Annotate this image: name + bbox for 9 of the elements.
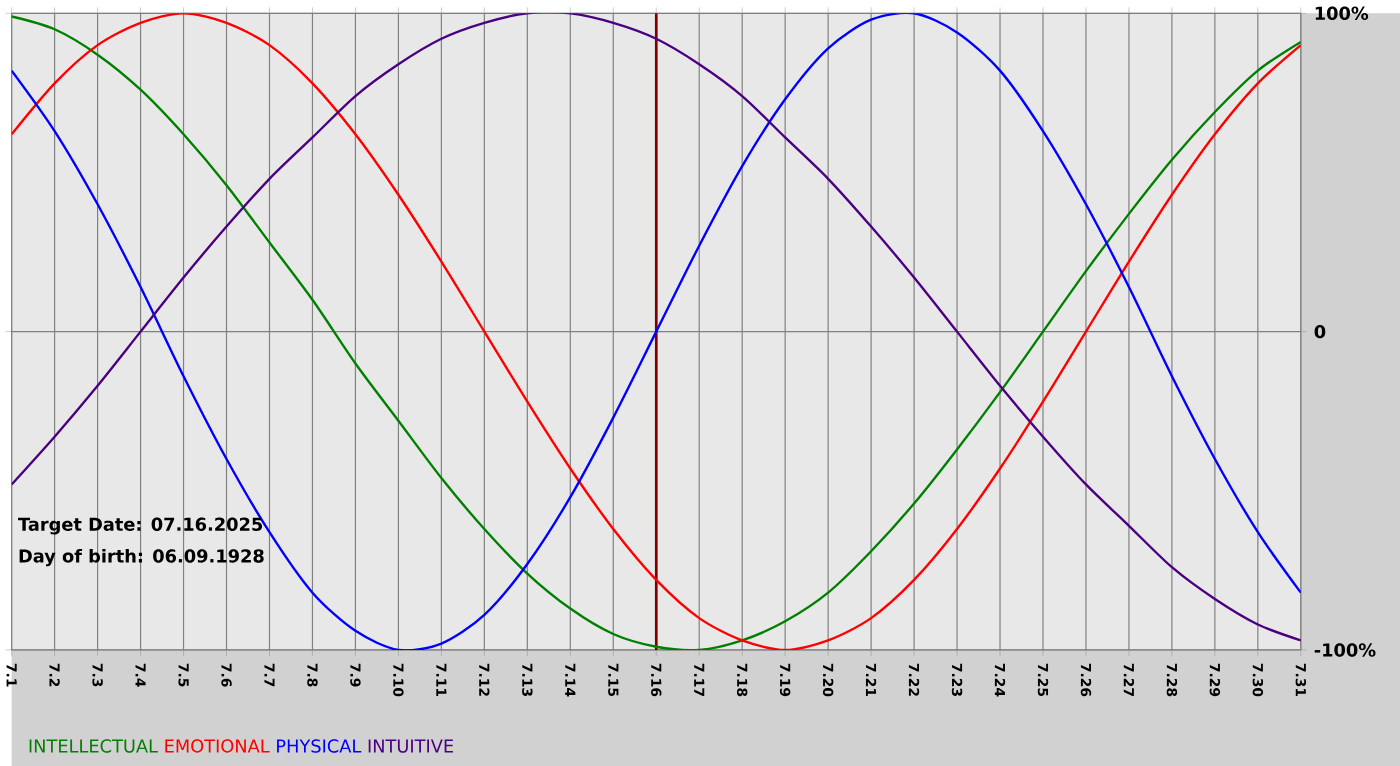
annotation: Day of birth: 06.09.1928 xyxy=(19,548,264,566)
text: EMOTIONAL xyxy=(165,738,270,753)
text: INTELLECTUAL xyxy=(29,738,158,753)
annotation: Target Date: 07.16.2025 xyxy=(18,517,263,535)
y-tick-label: -100% xyxy=(1314,642,1376,657)
text: PHYSICAL xyxy=(277,738,362,753)
text: INTUITIVE xyxy=(368,739,454,753)
y-tick-label: 0 xyxy=(1314,324,1326,338)
y-tick-label: 100% xyxy=(1315,6,1369,20)
